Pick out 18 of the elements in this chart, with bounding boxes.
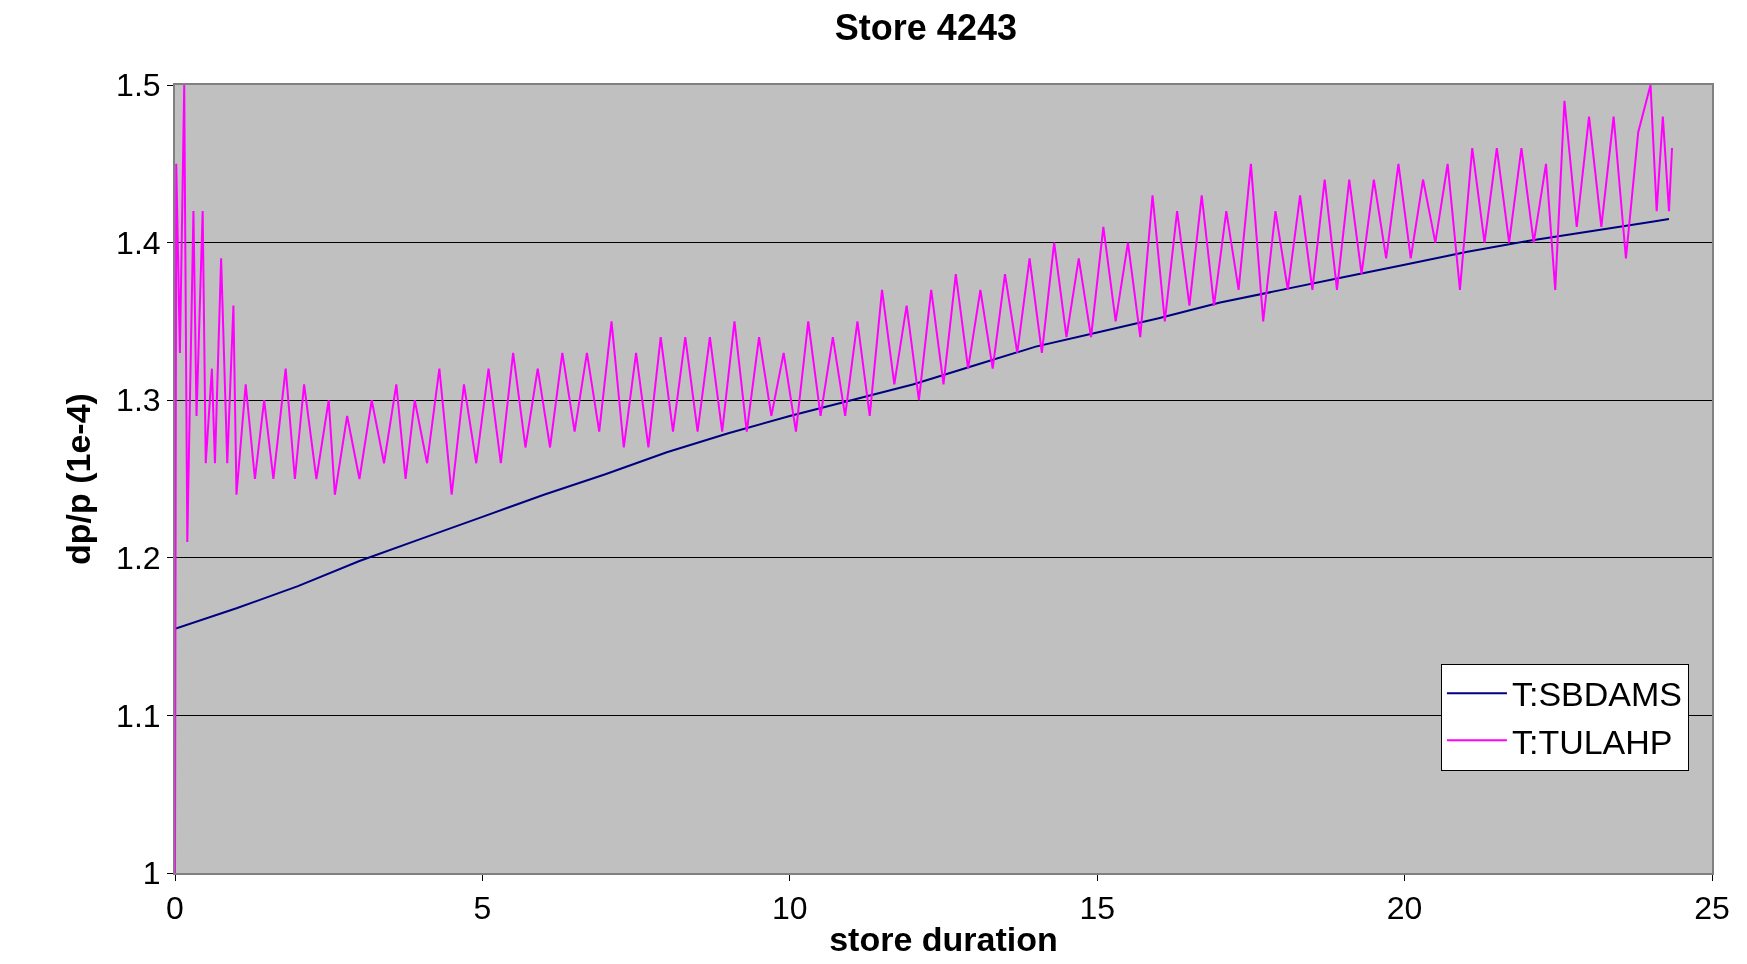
y-tick-label: 1.4: [116, 224, 161, 261]
y-axis-title: dp/p (1e-4): [59, 393, 98, 565]
line-series: [175, 217, 1670, 630]
y-tick-label: 1.3: [116, 382, 161, 419]
x-axis-title: store duration: [829, 920, 1058, 959]
legend-label: T:SBDAMS: [1511, 675, 1682, 714]
y-tick-label: 1.2: [116, 540, 161, 576]
x-tick-label: 0: [166, 890, 184, 927]
x-tick-label: 10: [772, 890, 808, 927]
x-tick-label: 15: [1079, 890, 1115, 927]
x-tick-label: 25: [1694, 890, 1730, 927]
y-tick-label: 1.5: [116, 67, 161, 104]
x-tick-label: 5: [473, 890, 492, 927]
chart-title: Store 4243: [834, 6, 1017, 48]
legend-label: T:TULAHP: [1511, 722, 1673, 761]
x-tick-label: 20: [1386, 890, 1423, 927]
y-tick-label: 1: [142, 855, 161, 892]
y-tick-label: 1.1: [116, 697, 161, 734]
